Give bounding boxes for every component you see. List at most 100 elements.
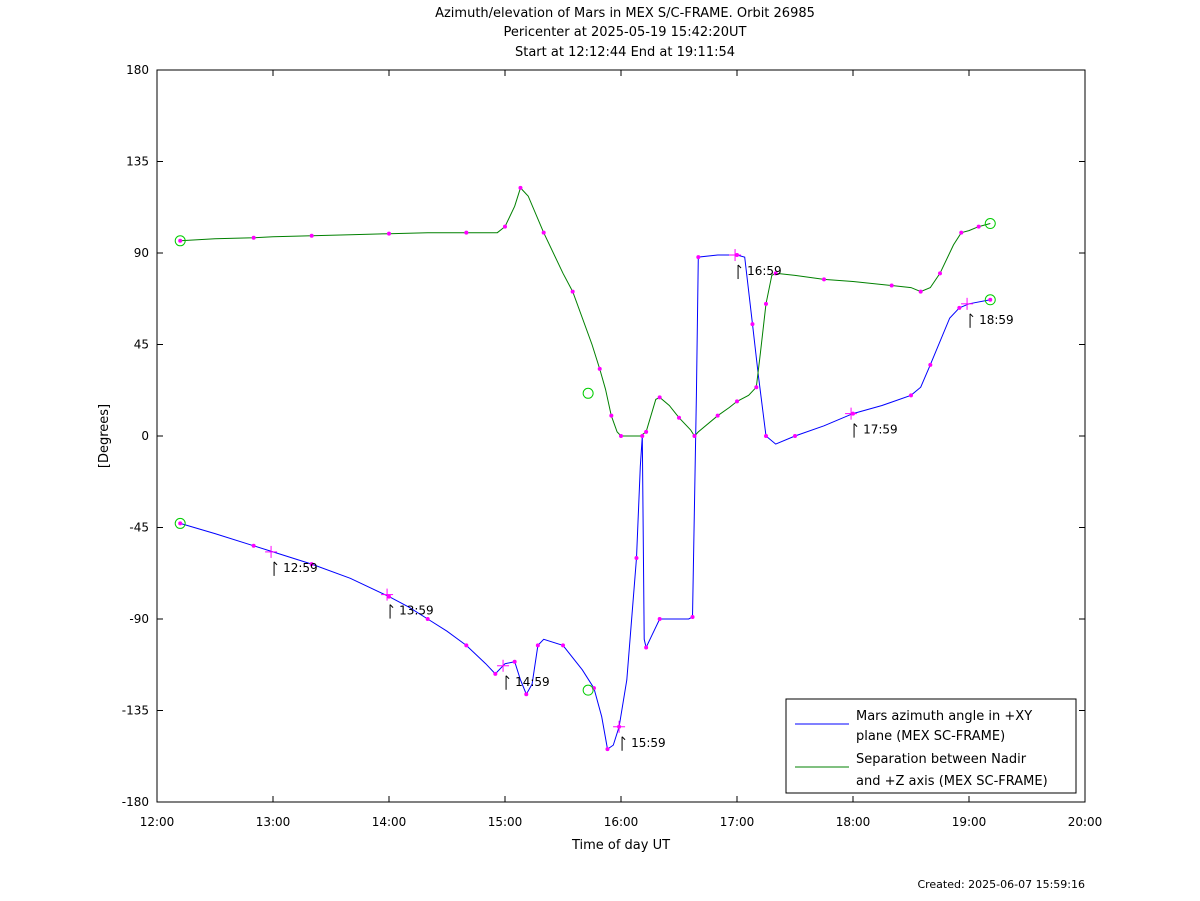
data-point	[609, 413, 614, 418]
data-point	[387, 594, 391, 599]
series-lines	[180, 186, 991, 750]
annotation-pointer	[389, 604, 394, 608]
data-point	[541, 230, 546, 235]
y-tick-label: 135	[126, 155, 149, 169]
data-point	[918, 289, 923, 294]
data-point	[690, 614, 695, 619]
time-annotation-label: 13:59	[399, 604, 434, 618]
data-point	[657, 617, 662, 621]
data-point	[889, 283, 894, 288]
legend-label-separation-line-2: and +Z axis (MEX SC-FRAME)	[856, 774, 1048, 789]
endpoint-circle-marker	[984, 294, 996, 306]
x-tick-label: 15:00	[488, 815, 523, 829]
data-point	[988, 297, 993, 302]
data-point	[634, 556, 639, 560]
x-tick-label: 18:00	[836, 815, 871, 829]
endpoint-circle-marker	[582, 387, 594, 399]
y-tick-label: 0	[141, 429, 149, 443]
data-point	[735, 399, 739, 404]
data-point	[464, 230, 469, 235]
data-point	[561, 643, 565, 648]
data-point	[976, 224, 981, 229]
y-tick-label: -135	[122, 704, 149, 718]
time-annotation-label: 17:59	[863, 423, 898, 437]
axis-ticks: 12:00 13:00 14:00 15:00 16:00 17:00 18:00 19:00…	[122, 63, 1103, 829]
endpoint-circle-marker	[174, 235, 186, 247]
created-timestamp: Created: 2025-06-07 15:59:16	[917, 878, 1085, 891]
data-point	[822, 277, 826, 282]
data-point	[750, 322, 755, 327]
data-point	[957, 305, 962, 310]
data-point	[644, 429, 649, 434]
y-tick-label: 90	[134, 246, 149, 260]
data-point	[178, 521, 183, 526]
data-point	[425, 617, 430, 621]
data-point	[715, 413, 720, 418]
data-point	[524, 692, 529, 697]
data-point	[535, 643, 540, 648]
data-point	[692, 434, 697, 438]
data-point	[309, 562, 314, 567]
data-point	[178, 238, 183, 243]
data-point	[503, 224, 507, 229]
data-point	[764, 301, 768, 306]
annotation-pointer	[969, 313, 974, 318]
x-tick-label: 19:00	[952, 815, 987, 829]
series-markers	[174, 185, 996, 752]
annotation-pointer	[621, 736, 626, 741]
data-point	[518, 185, 523, 190]
x-tick-label: 14:00	[372, 815, 407, 829]
data-point	[928, 362, 933, 367]
series-line-azimuth	[180, 254, 991, 750]
data-point	[938, 271, 942, 276]
data-point	[464, 643, 469, 648]
annotation-pointer	[505, 675, 510, 680]
data-point	[959, 230, 964, 235]
data-point	[793, 434, 797, 438]
time-annotation-label: 12:59	[283, 561, 318, 575]
data-point	[251, 235, 256, 240]
y-tick-label: -90	[129, 612, 149, 626]
annotation-pointer	[853, 423, 858, 427]
legend-box	[785, 698, 1077, 794]
legend: Mars azimuth angle in +XY plane (MEX SC-…	[785, 698, 1077, 794]
data-point	[309, 233, 314, 238]
x-tick-label: 12:00	[140, 815, 175, 829]
chart-title: Azimuth/elevation of Mars in MEX S/C-FRA…	[435, 6, 815, 60]
data-point	[677, 415, 681, 420]
time-annotation-label: 14:59	[515, 675, 550, 689]
data-point	[764, 434, 768, 438]
data-point	[909, 393, 913, 398]
data-point	[773, 271, 778, 276]
x-tick-label: 20:00	[1068, 815, 1103, 829]
chart-title-line-1: Azimuth/elevation of Mars in MEX S/C-FRA…	[435, 6, 815, 21]
data-point	[597, 366, 602, 371]
legend-label-azimuth-line-1: Mars azimuth angle in +XY	[856, 709, 1032, 724]
annotation-pointer	[737, 264, 742, 269]
time-annotations: 12:59 13:59 14:59 15:59 16:59 17:59 18:59	[265, 249, 1014, 751]
y-tick-label: -45	[129, 521, 149, 535]
data-point	[605, 747, 610, 752]
data-point	[657, 395, 662, 400]
x-axis-label: Time of day UT	[571, 838, 670, 853]
chart-title-line-2: Pericenter at 2025-05-19 15:42:20UT	[503, 25, 746, 40]
data-point	[696, 255, 701, 260]
y-tick-label: 180	[126, 63, 149, 77]
legend-label-separation-line-1: Separation between Nadir	[856, 752, 1027, 767]
data-point	[387, 231, 391, 236]
data-point	[512, 659, 517, 664]
x-tick-label: 16:00	[604, 815, 639, 829]
time-annotation-label: 18:59	[979, 313, 1014, 327]
series-line-separation	[180, 186, 991, 437]
x-tick-label: 13:00	[256, 815, 291, 829]
endpoint-circle-marker	[582, 684, 594, 696]
endpoint-circle-marker	[984, 218, 996, 230]
data-point	[640, 434, 645, 438]
legend-label-azimuth-line-2: plane (MEX SC-FRAME)	[856, 729, 1005, 744]
data-point	[619, 434, 623, 438]
data-point	[493, 671, 498, 676]
y-axis-label: [Degrees]	[97, 404, 112, 468]
data-point	[570, 289, 575, 294]
endpoint-circle-marker	[174, 517, 186, 529]
